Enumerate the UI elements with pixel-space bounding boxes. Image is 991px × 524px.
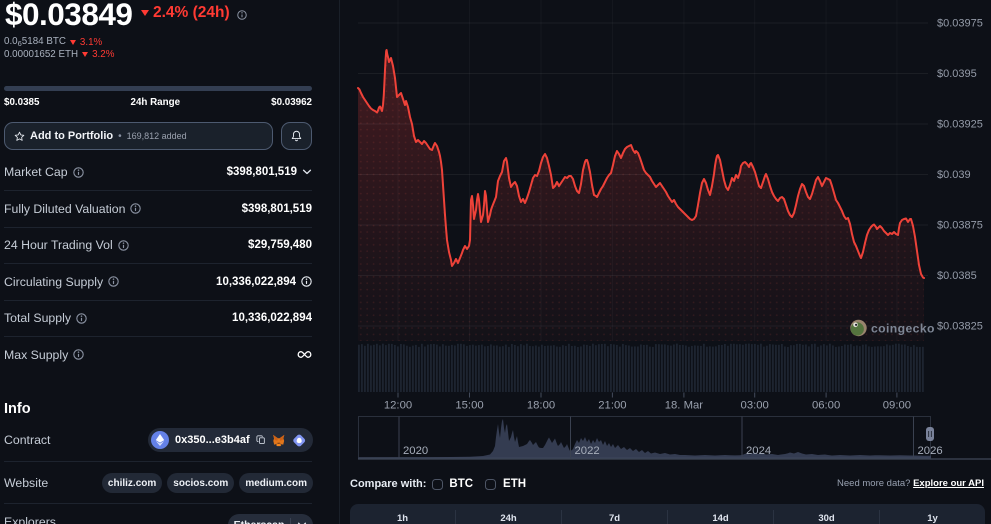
svg-text:2026: 2026 [918,445,943,457]
svg-text:15:00: 15:00 [455,400,483,412]
svg-text:$0.0395: $0.0395 [937,68,977,80]
svg-text:$0.039: $0.039 [937,169,971,181]
svg-text:18:00: 18:00 [527,400,555,412]
svg-text:21:00: 21:00 [598,400,626,412]
svg-text:$0.03875: $0.03875 [937,220,983,232]
svg-text:03:00: 03:00 [741,400,769,412]
svg-text:coingecko: coingecko [871,322,935,336]
svg-text:2022: 2022 [575,445,600,457]
svg-text:$0.03975: $0.03975 [937,18,983,30]
svg-text:06:00: 06:00 [812,400,840,412]
svg-text:2020: 2020 [403,445,428,457]
svg-text:09:00: 09:00 [883,400,911,412]
svg-text:$0.03825: $0.03825 [937,321,983,333]
svg-text:2024: 2024 [746,445,771,457]
svg-text:12:00: 12:00 [384,400,412,412]
svg-text:18. Mar: 18. Mar [665,400,704,412]
svg-text:$0.0385: $0.0385 [937,270,977,282]
svg-text:$0.03925: $0.03925 [937,119,983,131]
